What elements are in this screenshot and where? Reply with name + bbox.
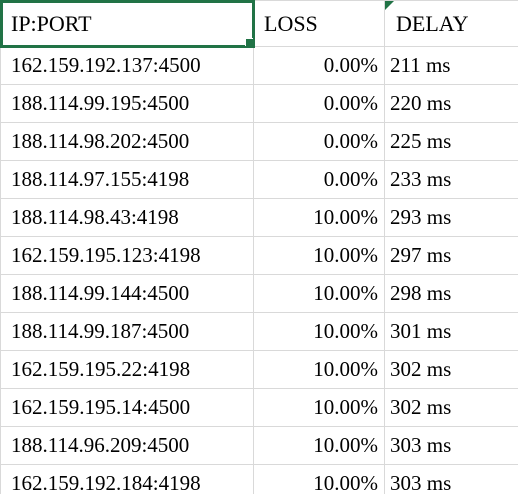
cell-ip[interactable]: 162.159.195.123:4198 <box>0 236 254 275</box>
cell-header-loss[interactable]: LOSS <box>253 0 385 47</box>
header-ip-label: IP:PORT <box>11 11 92 36</box>
cell-header-ip[interactable]: IP:PORT <box>0 0 255 48</box>
table-row: 188.114.96.209:4500 10.00% 303 ms <box>0 426 518 465</box>
table-row: 188.114.98.43:4198 10.00% 293 ms <box>0 198 518 237</box>
fill-handle[interactable] <box>245 38 253 46</box>
cell-loss[interactable]: 10.00% <box>253 198 385 237</box>
cell-ip[interactable]: 162.159.192.184:4198 <box>0 464 254 494</box>
table-row: 188.114.98.202:4500 0.00% 225 ms <box>0 122 518 161</box>
cell-delay[interactable]: 297 ms <box>384 236 518 275</box>
cell-delay[interactable]: 293 ms <box>384 198 518 237</box>
cell-loss[interactable]: 0.00% <box>253 84 385 123</box>
table-row: 162.159.195.123:4198 10.00% 297 ms <box>0 236 518 275</box>
cell-ip[interactable]: 188.114.96.209:4500 <box>0 426 254 465</box>
cell-delay[interactable]: 302 ms <box>384 350 518 389</box>
cell-loss[interactable]: 0.00% <box>253 160 385 199</box>
cell-delay[interactable]: 301 ms <box>384 312 518 351</box>
cell-delay[interactable]: 303 ms <box>384 464 518 494</box>
cell-delay[interactable]: 302 ms <box>384 388 518 427</box>
cell-ip[interactable]: 162.159.195.14:4500 <box>0 388 254 427</box>
cell-loss[interactable]: 10.00% <box>253 274 385 313</box>
table-row: 162.159.195.22:4198 10.00% 302 ms <box>0 350 518 389</box>
cell-loss[interactable]: 10.00% <box>253 350 385 389</box>
header-loss-label: LOSS <box>264 11 318 36</box>
cell-delay[interactable]: 303 ms <box>384 426 518 465</box>
table-row: 162.159.192.184:4198 10.00% 303 ms <box>0 464 518 494</box>
table-row: 188.114.99.187:4500 10.00% 301 ms <box>0 312 518 351</box>
cell-ip[interactable]: 188.114.98.43:4198 <box>0 198 254 237</box>
cell-ip[interactable]: 162.159.195.22:4198 <box>0 350 254 389</box>
cell-delay[interactable]: 211 ms <box>384 46 518 85</box>
table-row: 188.114.99.144:4500 10.00% 298 ms <box>0 274 518 313</box>
cell-loss[interactable]: 10.00% <box>253 464 385 494</box>
cell-loss[interactable]: 10.00% <box>253 312 385 351</box>
cell-header-delay[interactable]: DELAY <box>384 0 518 47</box>
header-delay-label: DELAY <box>396 11 469 36</box>
cell-ip[interactable]: 188.114.97.155:4198 <box>0 160 254 199</box>
cell-loss[interactable]: 0.00% <box>253 46 385 85</box>
cell-loss[interactable]: 10.00% <box>253 388 385 427</box>
cell-ip[interactable]: 188.114.98.202:4500 <box>0 122 254 161</box>
table-row: 188.114.99.195:4500 0.00% 220 ms <box>0 84 518 123</box>
table-row: 188.114.97.155:4198 0.00% 233 ms <box>0 160 518 199</box>
cell-delay[interactable]: 220 ms <box>384 84 518 123</box>
table-row: 162.159.192.137:4500 0.00% 211 ms <box>0 46 518 85</box>
cell-ip[interactable]: 188.114.99.195:4500 <box>0 84 254 123</box>
cell-ip[interactable]: 162.159.192.137:4500 <box>0 46 254 85</box>
cell-delay[interactable]: 225 ms <box>384 122 518 161</box>
table-row: 162.159.195.14:4500 10.00% 302 ms <box>0 388 518 427</box>
cell-delay[interactable]: 233 ms <box>384 160 518 199</box>
header-row: IP:PORT LOSS DELAY <box>0 0 518 48</box>
cell-ip[interactable]: 188.114.99.144:4500 <box>0 274 254 313</box>
cell-loss[interactable]: 10.00% <box>253 236 385 275</box>
comment-indicator-icon <box>385 1 394 10</box>
cell-delay[interactable]: 298 ms <box>384 274 518 313</box>
cell-ip[interactable]: 188.114.99.187:4500 <box>0 312 254 351</box>
cell-loss[interactable]: 0.00% <box>253 122 385 161</box>
cell-loss[interactable]: 10.00% <box>253 426 385 465</box>
